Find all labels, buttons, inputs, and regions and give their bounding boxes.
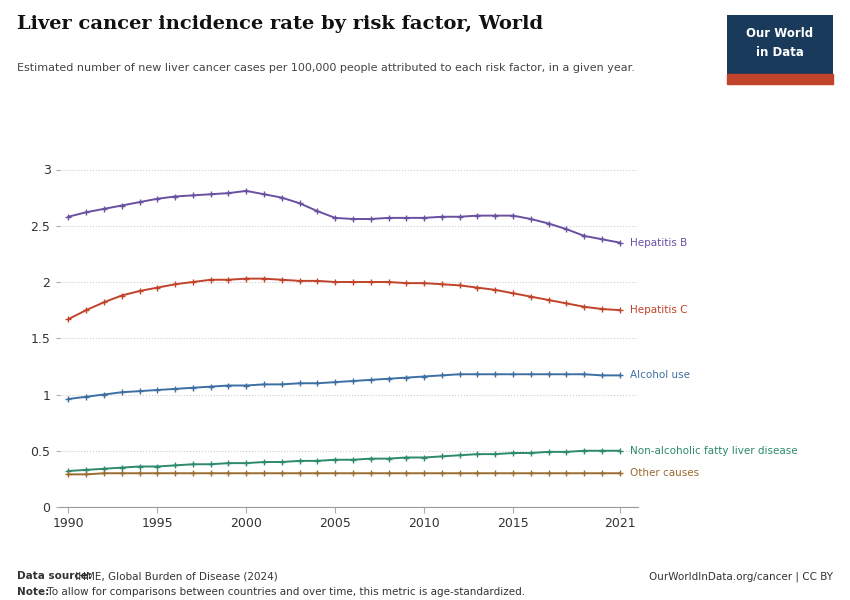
- Text: Other causes: Other causes: [631, 468, 700, 478]
- Text: IHME, Global Burden of Disease (2024): IHME, Global Burden of Disease (2024): [72, 571, 278, 581]
- Text: Estimated number of new liver cancer cases per 100,000 people attributed to each: Estimated number of new liver cancer cas…: [17, 63, 635, 73]
- Text: To allow for comparisons between countries and over time, this metric is age-sta: To allow for comparisons between countri…: [44, 587, 525, 597]
- Text: OurWorldInData.org/cancer | CC BY: OurWorldInData.org/cancer | CC BY: [649, 571, 833, 582]
- Text: Note:: Note:: [17, 587, 49, 597]
- Text: Hepatitis B: Hepatitis B: [631, 238, 688, 248]
- Text: Our World: Our World: [746, 27, 813, 40]
- Bar: [727, 74, 833, 84]
- Text: Alcohol use: Alcohol use: [631, 370, 690, 380]
- Text: Non-alcoholic fatty liver disease: Non-alcoholic fatty liver disease: [631, 446, 798, 456]
- Text: Data source:: Data source:: [17, 571, 92, 581]
- Text: Hepatitis C: Hepatitis C: [631, 305, 688, 315]
- Text: Liver cancer incidence rate by risk factor, World: Liver cancer incidence rate by risk fact…: [17, 15, 543, 33]
- Text: in Data: in Data: [756, 46, 804, 59]
